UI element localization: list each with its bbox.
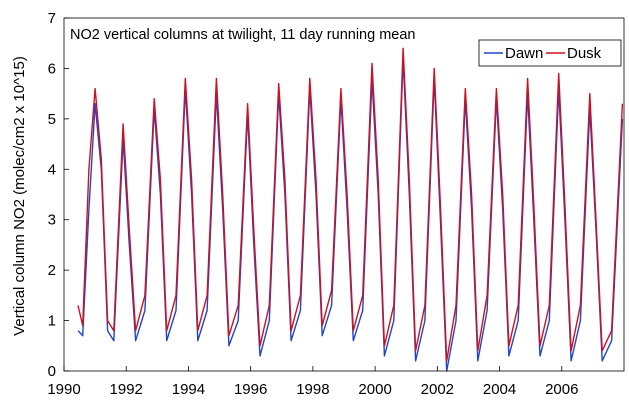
y-axis-label: Vertical column NO2 (molec/cm2 x 10^15)	[11, 56, 28, 336]
series-line-dawn	[77, 57, 624, 372]
x-tick-label: 1996	[234, 381, 267, 398]
x-tick-label: 1992	[110, 381, 143, 398]
y-tick-label: 1	[48, 313, 56, 330]
y-tick-label: 5	[48, 111, 56, 128]
y-tick-label: 0	[48, 363, 56, 380]
legend-box	[478, 39, 622, 67]
x-tick-label: 1994	[172, 381, 205, 398]
x-tick-label: 1990	[47, 381, 80, 398]
x-tick-label: 2004	[483, 381, 516, 398]
plot-frame	[63, 17, 625, 372]
y-tick-label: 6	[48, 60, 56, 77]
x-tick-label: 2006	[545, 381, 578, 398]
x-tick-label: 1998	[296, 381, 329, 398]
y-tick-label: 3	[48, 212, 56, 229]
tick-layer: 0 1 2 3 4 5 6 7 1990 1992 1994 1996 1998 2000 2002 2004…	[47, 10, 578, 398]
x-tick-label: 2000	[358, 381, 391, 398]
chart-title: NO2 vertical columns at twilight, 11 day…	[70, 27, 415, 43]
series-line-dusk	[77, 47, 624, 362]
axes-layer	[63, 17, 625, 372]
y-tick-label: 7	[48, 10, 56, 27]
legend-label-dusk: Dusk	[567, 45, 602, 62]
y-tick-label: 4	[48, 161, 56, 178]
legend: Dawn Dusk	[478, 39, 622, 67]
x-tick-label: 2002	[421, 381, 454, 398]
y-tick-label: 2	[48, 262, 56, 279]
series-layer	[77, 47, 624, 372]
legend-label-dawn: Dawn	[505, 45, 543, 62]
